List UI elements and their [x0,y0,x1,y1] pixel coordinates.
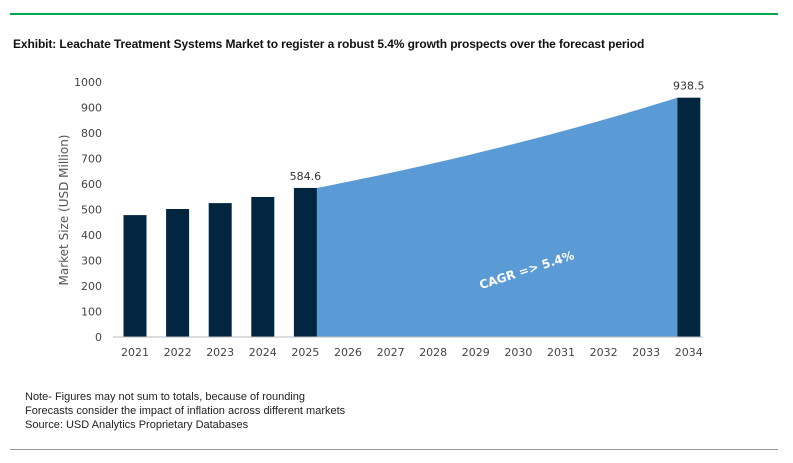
y-tick-label: 200 [81,280,102,293]
y-tick-label: 500 [81,204,102,217]
y-tick-label: 600 [81,178,102,191]
top-accent-line [10,13,778,15]
y-axis-label: Market Size (USD Million) [57,135,71,286]
y-tick-label: 400 [81,229,102,242]
bar-2022 [166,208,190,337]
x-tick-label: 2032 [590,346,618,359]
bar-2024 [251,197,275,337]
y-tick-label: 700 [81,153,102,166]
y-tick-label: 300 [81,255,102,268]
x-tick-label: 2026 [334,346,362,359]
note-rounding: Note- Figures may not sum to totals, bec… [25,391,306,403]
x-tick-label: 2030 [504,346,532,359]
x-tick-label: 2033 [632,346,660,359]
x-tick-label: 2027 [377,346,405,359]
bar-2025 [293,187,317,337]
x-tick-label: 2022 [164,346,192,359]
x-tick-label: 2029 [462,346,490,359]
note-source: Source: USD Analytics Proprietary Databa… [25,419,249,431]
chart-title: Exhibit: Leachate Treatment Systems Mark… [13,37,645,51]
x-tick-label: 2028 [419,346,447,359]
x-tick-label: 2025 [291,346,319,359]
bar-2034 [677,97,701,338]
x-tick-label: 2021 [121,346,149,359]
bottom-divider [10,449,778,450]
bar-2023 [208,203,232,337]
chart-notes: Note- Figures may not sum to totals, bec… [25,390,525,432]
note-inflation: Forecasts consider the impact of inflati… [25,405,346,417]
bar-2021 [123,215,147,337]
y-tick-label: 0 [95,331,102,344]
y-tick-label: 900 [81,102,102,115]
y-tick-label: 1000 [74,76,102,89]
data-label-2034: 938.5 [673,80,705,93]
y-tick-label: 100 [81,306,102,319]
cagr-area [316,97,678,337]
x-tick-label: 2034 [675,346,703,359]
x-tick-label: 2031 [547,346,575,359]
x-tick-label: 2023 [206,346,234,359]
data-label-2025: 584.6 [290,170,322,183]
y-tick-label: 800 [81,127,102,140]
x-tick-label: 2024 [249,346,277,359]
